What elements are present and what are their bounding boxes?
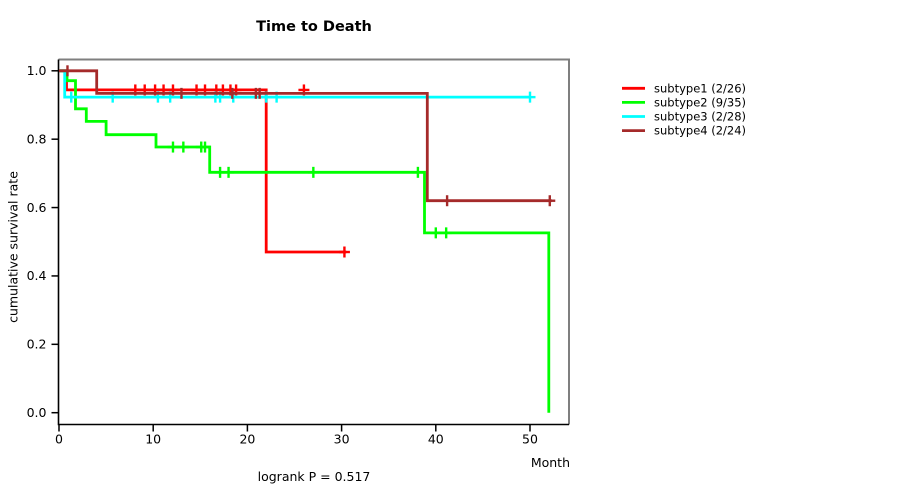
legend-item-subtype1: subtype1 (2/26) — [622, 81, 746, 95]
y-tick-label-0.0: 0.0 — [27, 405, 47, 420]
censor-marks-subtype3 — [65, 91, 536, 103]
logrank-p-value: logrank P = 0.517 — [257, 469, 371, 484]
legend-label-subtype3: subtype3 (2/28) — [654, 110, 746, 124]
censor-marks-subtype2 — [167, 141, 452, 239]
legend-label-subtype4: subtype4 (2/24) — [654, 124, 746, 138]
series-subtype2 — [59, 69, 551, 413]
chart-title: Time to Death — [256, 19, 372, 35]
x-tick-label-20: 20 — [239, 432, 255, 447]
plot-box-axis-border — [57, 59, 569, 426]
y-tick-label-1.0: 1.0 — [27, 63, 47, 78]
legend-label-subtype1: subtype1 (2/26) — [654, 81, 746, 95]
y-tick-label-0.4: 0.4 — [27, 268, 47, 283]
y-tick-label-0.2: 0.2 — [27, 337, 47, 352]
y-tick-label-0.6: 0.6 — [27, 200, 47, 215]
x-tick-label-30: 30 — [334, 432, 350, 447]
plot-box-top-right-border — [58, 58, 570, 425]
x-tick-label-10: 10 — [145, 432, 161, 447]
x-tick-label-40: 40 — [428, 432, 444, 447]
legend: subtype1 (2/26)subtype2 (9/35)subtype3 (… — [622, 81, 746, 138]
survival-curve-subtype2 — [59, 69, 551, 413]
censor-marks-subtype4 — [61, 65, 556, 207]
series-subtype3 — [59, 69, 536, 103]
series-subtype4 — [59, 65, 556, 207]
series-subtype1 — [59, 69, 350, 258]
x-axis-title: Month — [530, 455, 570, 470]
x-tick-label-50: 50 — [522, 432, 538, 447]
y-tick-label-0.8: 0.8 — [27, 131, 47, 146]
legend-item-subtype3: subtype3 (2/28) — [622, 110, 746, 124]
legend-label-subtype2: subtype2 (9/35) — [654, 95, 746, 109]
legend-item-subtype2: subtype2 (9/35) — [622, 95, 746, 109]
x-tick-label-0: 0 — [55, 432, 63, 447]
legend-item-subtype4: subtype4 (2/24) — [622, 124, 746, 138]
